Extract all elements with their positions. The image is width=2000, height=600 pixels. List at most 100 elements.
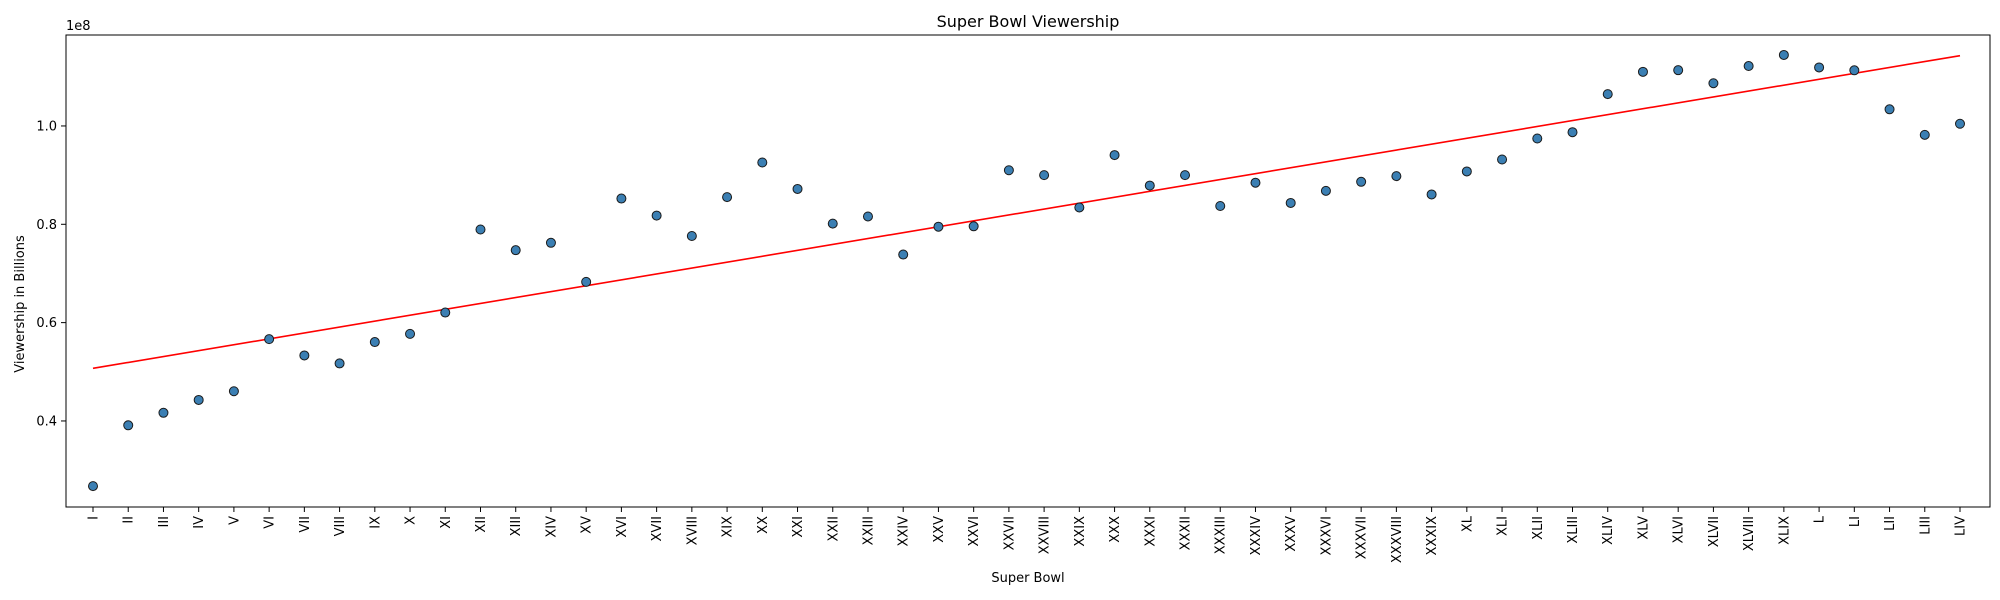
data-point xyxy=(792,183,803,194)
data-point xyxy=(1673,65,1684,76)
data-point xyxy=(264,334,275,345)
plot-frame xyxy=(65,34,1991,508)
x-tick-label: XVII xyxy=(650,516,665,541)
y-tick-label: 1.0 xyxy=(36,119,57,134)
trend-line xyxy=(92,54,1961,370)
data-point xyxy=(1955,118,1965,129)
x-tick-label: VIII xyxy=(333,516,348,536)
data-point xyxy=(1849,65,1860,76)
x-tick-label: III xyxy=(157,516,172,528)
x-tick-label: XXXIX xyxy=(1425,516,1440,556)
x-tick-label: XXVIII xyxy=(1038,516,1053,554)
x-tick-label: LII xyxy=(1883,516,1898,531)
data-point xyxy=(228,386,239,397)
x-tick-label: XXXVI xyxy=(1319,516,1334,555)
data-point xyxy=(898,249,909,260)
data-point xyxy=(510,245,521,256)
y-offset-label: 1e8 xyxy=(66,19,91,34)
x-tick-label: XXXIV xyxy=(1249,516,1264,556)
data-point xyxy=(369,337,380,348)
data-point xyxy=(1602,89,1613,100)
x-tick-label: XXXIII xyxy=(1214,516,1229,554)
data-point xyxy=(933,221,944,232)
x-tick-label: XV xyxy=(580,516,595,534)
x-tick-label: VI xyxy=(263,516,278,529)
data-point xyxy=(1567,127,1578,138)
data-point xyxy=(440,307,451,318)
data-point xyxy=(616,193,627,204)
x-tick-label: IX xyxy=(368,516,383,529)
x-tick-label: XVIII xyxy=(685,516,700,545)
data-point xyxy=(193,394,204,405)
x-tick-label: XLI xyxy=(1496,516,1511,536)
data-point xyxy=(1180,170,1191,181)
x-tick-label: XVI xyxy=(615,516,630,538)
data-point xyxy=(123,420,134,431)
x-tick-label: XXXII xyxy=(1179,516,1194,550)
data-point xyxy=(1356,176,1367,187)
x-tick-label: XLIII xyxy=(1566,516,1581,544)
x-tick-label: L xyxy=(1813,515,1828,523)
data-point xyxy=(1461,166,1472,177)
x-tick-label: XXIII xyxy=(861,516,876,545)
data-point xyxy=(1708,78,1719,89)
data-point xyxy=(1215,201,1226,212)
data-point xyxy=(968,221,979,232)
x-tick-label: XLIX xyxy=(1777,516,1792,545)
data-point xyxy=(334,358,345,369)
x-tick-label: XXXI xyxy=(1143,516,1158,547)
x-tick-label: XXIV xyxy=(897,516,912,547)
data-point xyxy=(862,211,873,222)
x-tick-label: LI xyxy=(1848,516,1863,527)
data-point xyxy=(651,210,662,221)
data-point xyxy=(475,224,486,235)
data-point xyxy=(1109,150,1120,161)
data-point xyxy=(545,237,556,248)
data-point xyxy=(1532,133,1543,144)
x-tick-label: XXVI xyxy=(967,516,982,547)
x-tick-label: XIII xyxy=(509,516,524,536)
data-point xyxy=(722,192,733,203)
data-point xyxy=(1778,49,1789,60)
x-tick-label: XLVII xyxy=(1707,516,1722,547)
x-tick-label: LIII xyxy=(1918,516,1933,535)
x-tick-label: XLII xyxy=(1531,516,1546,540)
data-point xyxy=(1497,154,1508,165)
x-tick-label: XXV xyxy=(932,516,947,543)
data-point xyxy=(1743,61,1754,72)
x-tick-label: X xyxy=(404,516,419,525)
y-axis-title: Viewership in Billions xyxy=(13,235,28,373)
data-point xyxy=(1426,189,1437,200)
data-point xyxy=(757,157,768,168)
data-point xyxy=(686,230,697,241)
x-tick-label: XIX xyxy=(721,516,736,538)
x-tick-label: I xyxy=(87,516,102,520)
x-tick-label: XLVI xyxy=(1672,516,1687,543)
x-tick-label: XXIX xyxy=(1073,516,1088,547)
x-tick-label: XL xyxy=(1460,515,1475,532)
data-point xyxy=(158,407,169,418)
x-tick-label: V xyxy=(227,516,242,525)
x-tick-label: XXII xyxy=(826,516,841,541)
data-point xyxy=(1003,165,1014,176)
data-point xyxy=(1144,180,1155,191)
x-tick-label: XIV xyxy=(544,516,559,538)
x-tick-label: XX xyxy=(756,516,771,534)
data-point xyxy=(299,350,310,361)
x-tick-label: XII xyxy=(474,516,489,533)
data-point xyxy=(405,328,416,339)
data-point xyxy=(1391,171,1402,182)
data-point xyxy=(581,276,592,287)
x-tick-label: LIV xyxy=(1954,516,1969,536)
x-tick-label: XXXVII xyxy=(1355,516,1370,559)
data-point xyxy=(1039,170,1050,181)
x-tick-label: VII xyxy=(298,516,313,533)
x-tick-label: XXXV xyxy=(1284,516,1299,552)
data-point xyxy=(827,218,838,229)
data-point xyxy=(1285,197,1296,208)
chart-title: Super Bowl Viewership xyxy=(937,12,1120,31)
data-point xyxy=(1320,185,1331,196)
y-tick-label: 0.4 xyxy=(36,414,57,429)
y-tick-label: 0.8 xyxy=(36,218,57,233)
